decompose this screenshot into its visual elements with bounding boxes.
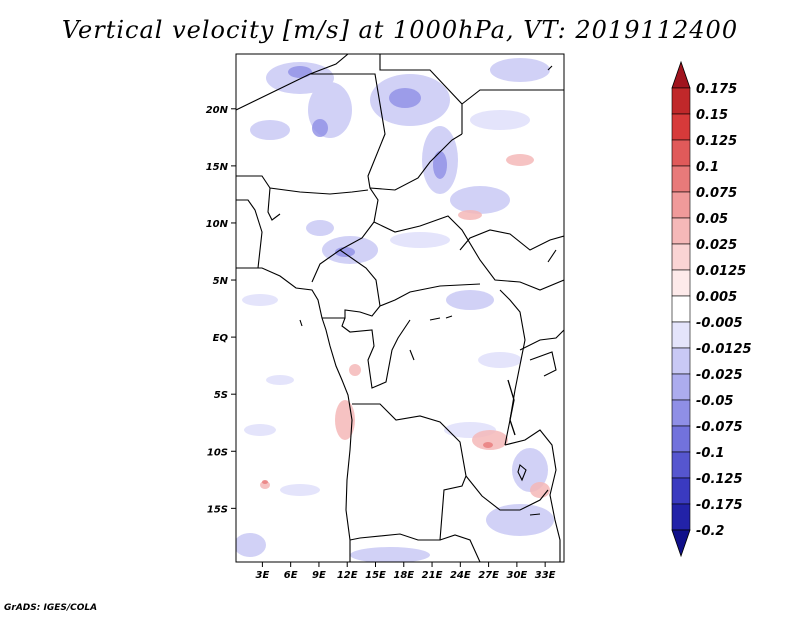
lon-tick-label: 30E: [506, 570, 527, 581]
colorbar-bin: [671, 503, 691, 531]
colorbar-max-triangle: [671, 60, 691, 89]
lon-tick-label: 9E: [312, 570, 326, 581]
colorbar-bin: [671, 373, 691, 401]
colorbar-bin: [671, 139, 691, 167]
colorbar-bin: [671, 113, 691, 141]
lon-tick-label: 3E: [255, 570, 269, 581]
lat-tick-label: 10N: [206, 219, 229, 230]
colorbar-label: -0.025: [696, 368, 743, 383]
lat-tick-label: 20N: [206, 105, 229, 116]
grads-credit: GrADS: IGES/COLA: [4, 603, 98, 613]
lat-tick-label: 5N: [213, 276, 229, 287]
lon-tick-label: 33E: [535, 570, 556, 581]
colorbar-label: -0.05: [696, 394, 733, 409]
colorbar-label: -0.005: [696, 316, 743, 331]
colorbar-label: 0.075: [696, 186, 737, 201]
lon-tick-label: 6E: [284, 570, 298, 581]
lat-tick-label: 15N: [206, 162, 229, 173]
colorbar-label: 0.15: [696, 108, 728, 123]
colorbar-min-triangle: [671, 529, 691, 558]
colorbar-bin: [671, 477, 691, 505]
lon-tick-label: 27E: [478, 570, 499, 581]
lat-tick-label: EQ: [213, 333, 229, 344]
velocity-field: [236, 58, 554, 562]
colorbar-label: -0.0125: [696, 342, 752, 357]
colorbar-label: -0.075: [696, 420, 743, 435]
lon-tick-label: 21E: [422, 570, 443, 581]
colorbar-label: 0.025: [696, 238, 737, 253]
colorbar-bin: [671, 347, 691, 375]
map-frame: [235, 53, 565, 563]
latitude-axis: 20N 15N 10N 5N EQ 5S 10S 15S: [206, 105, 236, 515]
colorbar-label: -0.125: [696, 472, 743, 487]
lon-tick-label: 15E: [365, 570, 386, 581]
colorbar-bin: [671, 451, 691, 479]
lat-tick-label: 10S: [207, 447, 228, 458]
lon-tick-label: 24E: [450, 570, 471, 581]
lat-tick-label: 15S: [207, 504, 228, 515]
colorbar-bin: [671, 269, 691, 297]
colorbar: 0.175 0.15 0.125 0.1 0.075 0.05 0.025 0.0125 0.0…: [671, 60, 752, 558]
colorbar-label: 0.1: [696, 160, 719, 175]
colorbar-bin: [671, 165, 691, 193]
colorbar-bin: [671, 321, 691, 349]
colorbar-bin: [671, 295, 691, 323]
coastlines-borders: [236, 54, 564, 562]
colorbar-label: 0.125: [696, 134, 737, 149]
map-background: [236, 54, 564, 562]
colorbar-bin: [671, 425, 691, 453]
lon-tick-label: 12E: [337, 570, 358, 581]
plot-title: Vertical velocity [m/s] at 1000hPa, VT: …: [61, 16, 739, 44]
colorbar-bin: [671, 217, 691, 245]
lon-tick-label: 18E: [393, 570, 414, 581]
colorbar-bin: [671, 87, 691, 115]
colorbar-label: 0.05: [696, 212, 728, 227]
colorbar-label: 0.005: [696, 290, 737, 305]
colorbar-label: 0.175: [696, 82, 737, 97]
colorbar-bin: [671, 243, 691, 271]
colorbar-label: 0.0125: [696, 264, 746, 279]
longitude-axis: 3E 6E 9E 12E 15E 18E 21E 24E 27E 30E 33E: [255, 562, 556, 581]
colorbar-bin: [671, 191, 691, 219]
lat-tick-label: 5S: [214, 390, 228, 401]
colorbar-label: -0.2: [696, 524, 724, 539]
colorbar-label: -0.175: [696, 498, 743, 513]
colorbar-bin: [671, 399, 691, 427]
colorbar-label: -0.1: [696, 446, 724, 461]
